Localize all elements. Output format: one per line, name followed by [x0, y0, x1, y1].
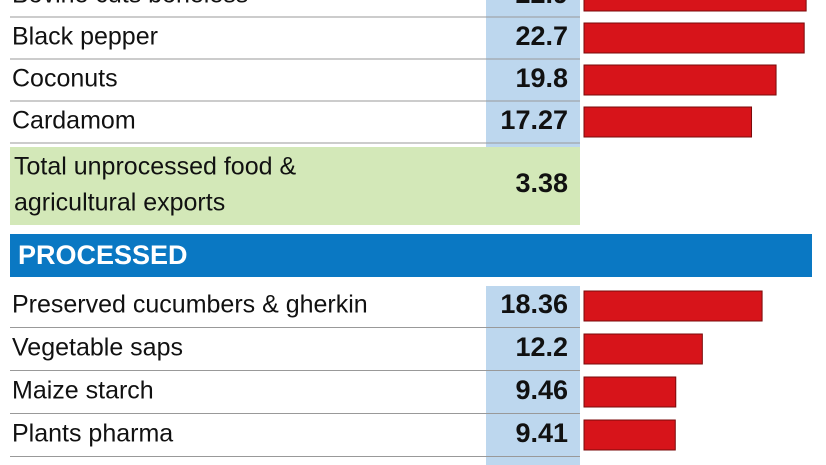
bar — [583, 419, 676, 451]
row-value: 18.36 — [500, 289, 568, 319]
bar — [583, 290, 763, 322]
row-label: Coconuts — [12, 65, 118, 93]
row-value: 19.8 — [515, 63, 568, 93]
row-label: Plants pharma — [12, 420, 173, 448]
total-label: Total unprocessed food & — [14, 153, 296, 181]
section-header-bg — [10, 234, 812, 277]
row-value: 9.41 — [515, 418, 568, 448]
row-label: Maize starch — [12, 377, 154, 405]
bar — [583, 333, 703, 365]
row-label: Preserved cucumbers & gherkin — [12, 291, 368, 319]
row-label: Bovine cuts boneless — [12, 0, 248, 9]
bar — [583, 0, 807, 12]
value-column-bg — [486, 0, 580, 147]
bar — [583, 376, 677, 408]
bar — [583, 64, 777, 96]
row-value: 12.2 — [515, 332, 568, 362]
value-column-bg — [486, 286, 580, 465]
row-value: 22.7 — [515, 21, 568, 51]
total-label: agricultural exports — [14, 189, 225, 217]
bar — [583, 22, 805, 54]
row-label: Black pepper — [12, 23, 158, 51]
section-header: PROCESSED — [18, 240, 188, 270]
row-value: 17.27 — [500, 105, 568, 135]
bar — [583, 106, 753, 138]
total-value: 3.38 — [515, 168, 568, 198]
total-row-bg — [10, 147, 580, 225]
row-label: Cardamom — [12, 107, 136, 135]
row-label: Vegetable saps — [12, 334, 183, 362]
row-value: 9.46 — [515, 375, 568, 405]
row-value: 22.9 — [515, 0, 568, 9]
